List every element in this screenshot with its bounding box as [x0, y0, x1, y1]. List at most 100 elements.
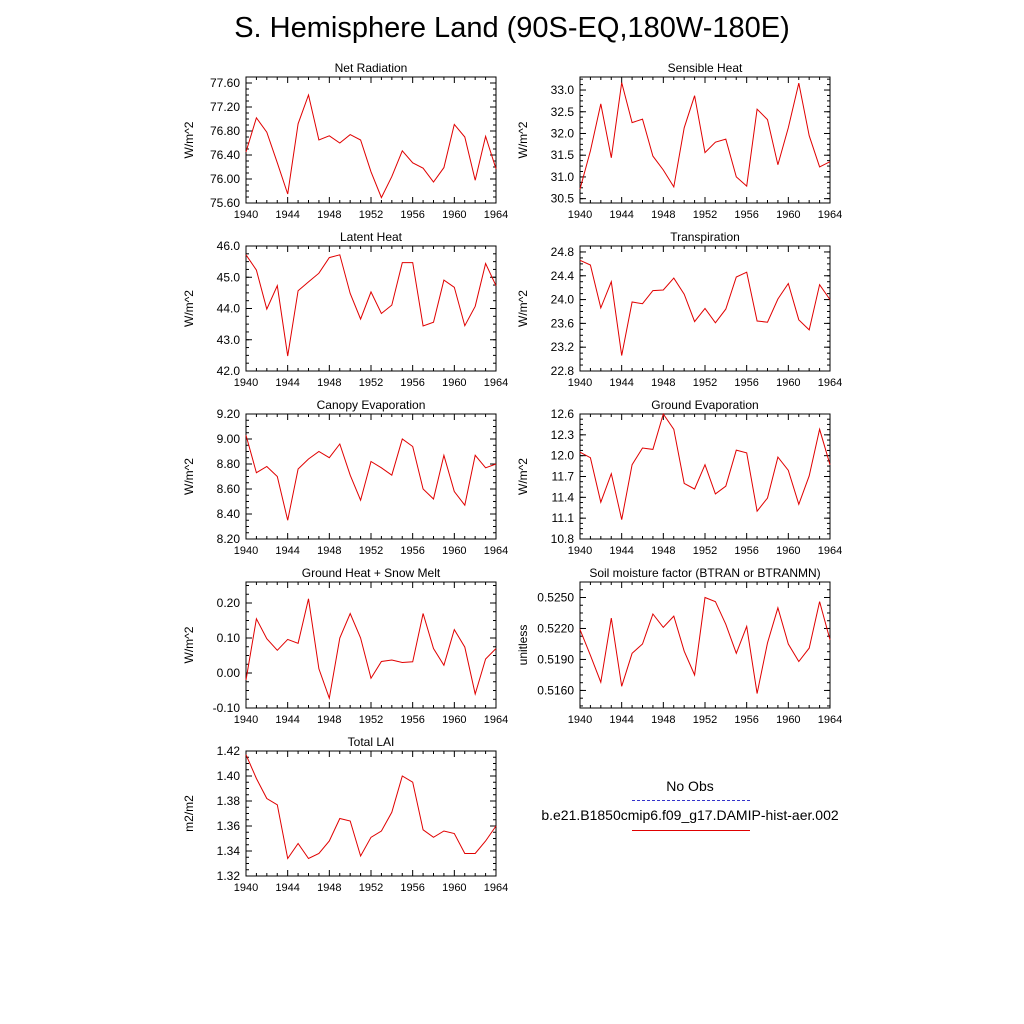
y-tick-label: 0.00	[217, 666, 241, 680]
x-tick-label: 1944	[275, 545, 299, 557]
series-line	[579, 259, 831, 356]
y-tick-label: 76.80	[210, 124, 240, 138]
chart-title: Total LAI	[348, 735, 395, 749]
y-tick-label: 76.40	[210, 148, 240, 162]
legend-obs-label: No Obs	[666, 778, 714, 794]
x-tick-label: 1964	[484, 545, 508, 557]
x-tick-label: 1948	[317, 209, 341, 221]
y-tick-label: 45.0	[217, 270, 241, 284]
x-tick-label: 1956	[400, 545, 424, 557]
chart-panel-6: Ground Evaporation W/m^2 1940 1944 1948 1952 1…	[516, 398, 842, 557]
x-tick-label: 1956	[400, 377, 424, 389]
y-tick-label: 24.0	[551, 293, 575, 307]
series-line	[579, 596, 831, 694]
plot-frame	[579, 413, 831, 540]
plot-frame	[245, 750, 497, 877]
y-tick-label: 23.2	[551, 340, 575, 354]
plot-frame	[245, 413, 497, 540]
x-tick-label: 1960	[442, 714, 466, 726]
y-tick-label: 12.0	[551, 449, 575, 463]
y-axis-label: W/m^2	[516, 458, 530, 495]
legend-obs-swatch	[632, 800, 750, 801]
x-tick-label: 1944	[609, 209, 633, 221]
y-axis-label: W/m^2	[182, 626, 196, 663]
plot-frame	[245, 581, 497, 709]
x-tick-label: 1944	[275, 882, 299, 894]
x-tick-label: 1956	[734, 545, 758, 557]
y-tick-label: 32.5	[551, 105, 575, 119]
y-tick-label: 33.0	[551, 83, 575, 97]
x-tick-label: 1944	[609, 545, 633, 557]
legend-model-swatch	[632, 830, 750, 831]
y-tick-label: 9.20	[217, 407, 241, 421]
x-tick-label: 1948	[317, 545, 341, 557]
y-tick-label: 1.34	[217, 844, 241, 858]
y-tick-label: 24.4	[551, 269, 575, 283]
x-tick-label: 1960	[442, 545, 466, 557]
x-tick-label: 1948	[317, 882, 341, 894]
chart-title: Soil moisture factor (BTRAN or BTRANMN)	[589, 566, 820, 580]
series-line	[579, 82, 831, 190]
legend-model-label: b.e21.B1850cmip6.f09_g17.DAMIP-hist-aer.…	[541, 807, 839, 823]
x-tick-label: 1964	[484, 714, 508, 726]
y-tick-label: 77.60	[210, 76, 240, 90]
y-tick-label: 30.5	[551, 192, 575, 206]
x-tick-label: 1956	[400, 882, 424, 894]
chart-title: Latent Heat	[340, 230, 403, 244]
y-tick-label: 0.5160	[537, 683, 574, 697]
y-tick-label: 1.40	[217, 769, 241, 783]
x-tick-label: 1952	[359, 377, 383, 389]
y-tick-label: 11.4	[552, 490, 575, 504]
y-tick-label: 0.10	[217, 631, 241, 645]
x-tick-label: 1944	[275, 377, 299, 389]
y-tick-label: 44.0	[217, 302, 241, 316]
x-tick-label: 1940	[234, 882, 258, 894]
y-tick-label: 75.60	[210, 196, 240, 210]
y-tick-label: 31.0	[551, 170, 575, 184]
series-line	[245, 93, 497, 199]
x-tick-label: 1956	[734, 714, 758, 726]
x-tick-label: 1944	[609, 714, 633, 726]
series-line	[245, 254, 497, 357]
chart-panel-4: Transpiration W/m^2 1940 1944 1948 1952 1956 19…	[516, 230, 842, 389]
chart-panel-9: Total LAI m2/m2 1940 1944 1948 1952 1956 1960 19…	[182, 735, 508, 894]
x-tick-label: 1960	[776, 377, 800, 389]
x-tick-label: 1964	[818, 377, 842, 389]
y-tick-label: 10.8	[551, 532, 575, 546]
chart-panel-7: Ground Heat + Snow Melt W/m^2 1940 1944 1948…	[182, 566, 508, 726]
chart-panel-1: Net Radiation W/m^2 1940 1944 1948 1952 1956 19…	[182, 61, 508, 221]
y-tick-label: 0.20	[217, 596, 241, 610]
chart-panel-3: Latent Heat W/m^2 1940 1944 1948 1952 1956 1960…	[182, 230, 508, 389]
y-tick-label: 9.00	[217, 432, 241, 446]
x-tick-label: 1964	[484, 882, 508, 894]
x-tick-label: 1952	[693, 209, 717, 221]
y-tick-label: 22.8	[551, 364, 575, 378]
y-tick-label: 0.5190	[537, 652, 574, 666]
x-tick-label: 1956	[400, 209, 424, 221]
x-tick-label: 1940	[234, 714, 258, 726]
x-tick-label: 1940	[568, 377, 592, 389]
x-tick-label: 1940	[568, 209, 592, 221]
x-tick-label: 1960	[776, 545, 800, 557]
x-tick-label: 1944	[275, 209, 299, 221]
x-tick-label: 1952	[359, 882, 383, 894]
y-tick-label: 8.60	[217, 482, 241, 496]
x-tick-label: 1952	[359, 209, 383, 221]
y-tick-label: 32.0	[551, 126, 575, 140]
y-tick-label: 1.38	[217, 794, 241, 808]
x-tick-label: 1956	[734, 209, 758, 221]
x-tick-label: 1952	[693, 545, 717, 557]
y-tick-label: 12.6	[551, 407, 575, 421]
x-tick-label: 1964	[484, 377, 508, 389]
series-line	[579, 412, 831, 520]
series-line	[245, 754, 497, 860]
y-tick-label: -0.10	[213, 701, 241, 715]
x-tick-label: 1944	[609, 377, 633, 389]
y-axis-label: W/m^2	[182, 121, 196, 158]
x-tick-label: 1952	[359, 714, 383, 726]
chart-title: Transpiration	[670, 230, 740, 244]
y-axis-label: m2/m2	[182, 795, 196, 832]
series-line	[245, 598, 497, 701]
y-tick-label: 0.5250	[537, 590, 574, 604]
x-tick-label: 1964	[818, 714, 842, 726]
